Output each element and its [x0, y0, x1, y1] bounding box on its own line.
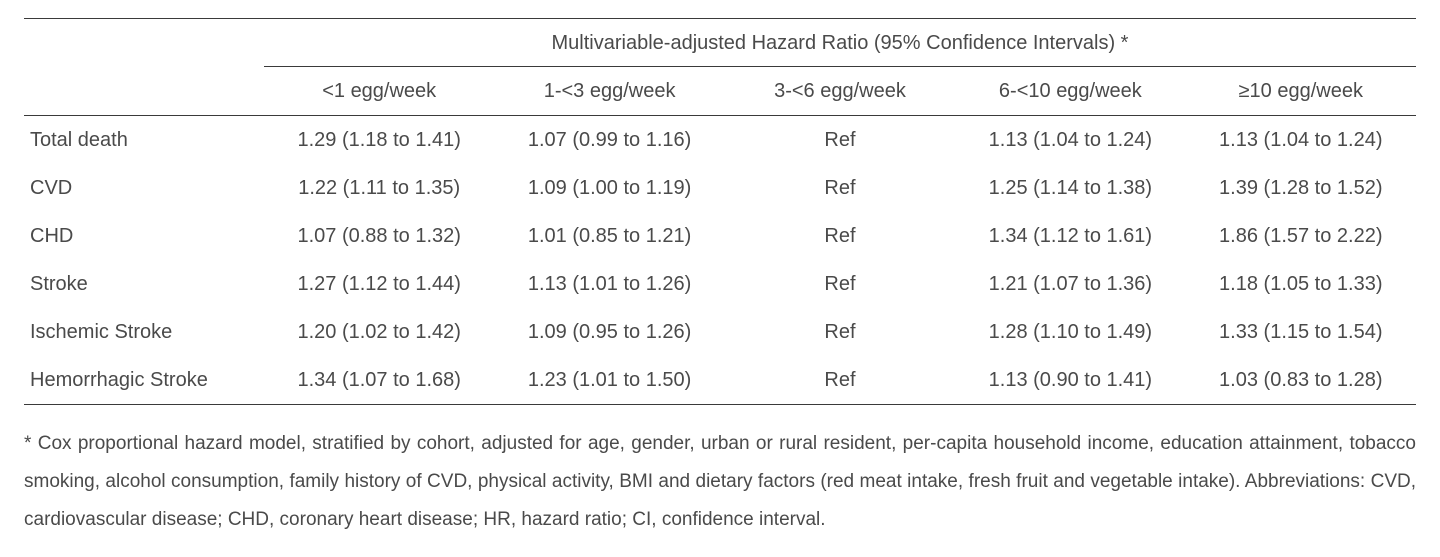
cell: 1.25 (1.14 to 1.38)	[955, 164, 1185, 212]
col-header-blank	[24, 67, 264, 116]
table-container: Multivariable-adjusted Hazard Ratio (95%…	[0, 0, 1440, 557]
table-column-header-row: <1 egg/week 1-<3 egg/week 3-<6 egg/week …	[24, 67, 1416, 116]
cell: 1.28 (1.10 to 1.49)	[955, 308, 1185, 356]
row-label: CHD	[24, 212, 264, 260]
cell: 1.09 (1.00 to 1.19)	[494, 164, 724, 212]
cell: Ref	[725, 260, 955, 308]
table-row: CHD 1.07 (0.88 to 1.32) 1.01 (0.85 to 1.…	[24, 212, 1416, 260]
table-spanner-row: Multivariable-adjusted Hazard Ratio (95%…	[24, 19, 1416, 67]
col-header-1: 1-<3 egg/week	[494, 67, 724, 116]
cell: 1.07 (0.88 to 1.32)	[264, 212, 494, 260]
table-body: Total death 1.29 (1.18 to 1.41) 1.07 (0.…	[24, 116, 1416, 405]
table-row: Stroke 1.27 (1.12 to 1.44) 1.13 (1.01 to…	[24, 260, 1416, 308]
cell: Ref	[725, 356, 955, 405]
col-header-2: 3-<6 egg/week	[725, 67, 955, 116]
cell: 1.39 (1.28 to 1.52)	[1186, 164, 1416, 212]
cell: 1.09 (0.95 to 1.26)	[494, 308, 724, 356]
table-row: Ischemic Stroke 1.20 (1.02 to 1.42) 1.09…	[24, 308, 1416, 356]
cell: 1.27 (1.12 to 1.44)	[264, 260, 494, 308]
cell: 1.13 (1.01 to 1.26)	[494, 260, 724, 308]
spanner-blank	[24, 19, 264, 67]
col-header-4: ≥10 egg/week	[1186, 67, 1416, 116]
cell: 1.23 (1.01 to 1.50)	[494, 356, 724, 405]
row-label: Stroke	[24, 260, 264, 308]
cell: 1.34 (1.12 to 1.61)	[955, 212, 1185, 260]
cell: 1.86 (1.57 to 2.22)	[1186, 212, 1416, 260]
cell: 1.20 (1.02 to 1.42)	[264, 308, 494, 356]
cell: 1.21 (1.07 to 1.36)	[955, 260, 1185, 308]
cell: Ref	[725, 308, 955, 356]
cell: 1.13 (1.04 to 1.24)	[1186, 116, 1416, 165]
table-row: Hemorrhagic Stroke 1.34 (1.07 to 1.68) 1…	[24, 356, 1416, 405]
table-row: Total death 1.29 (1.18 to 1.41) 1.07 (0.…	[24, 116, 1416, 165]
cell: 1.01 (0.85 to 1.21)	[494, 212, 724, 260]
cell: Ref	[725, 212, 955, 260]
cell: Ref	[725, 116, 955, 165]
table-spanner: Multivariable-adjusted Hazard Ratio (95%…	[264, 19, 1416, 67]
cell: 1.22 (1.11 to 1.35)	[264, 164, 494, 212]
col-header-0: <1 egg/week	[264, 67, 494, 116]
cell: 1.07 (0.99 to 1.16)	[494, 116, 724, 165]
table-footnote: * Cox proportional hazard model, stratif…	[24, 405, 1416, 539]
cell: 1.33 (1.15 to 1.54)	[1186, 308, 1416, 356]
cell: 1.29 (1.18 to 1.41)	[264, 116, 494, 165]
cell: 1.03 (0.83 to 1.28)	[1186, 356, 1416, 405]
cell: 1.13 (1.04 to 1.24)	[955, 116, 1185, 165]
cell: 1.13 (0.90 to 1.41)	[955, 356, 1185, 405]
cell: Ref	[725, 164, 955, 212]
row-label: Hemorrhagic Stroke	[24, 356, 264, 405]
hazard-ratio-table: Multivariable-adjusted Hazard Ratio (95%…	[24, 18, 1416, 405]
cell: 1.34 (1.07 to 1.68)	[264, 356, 494, 405]
cell: 1.18 (1.05 to 1.33)	[1186, 260, 1416, 308]
col-header-3: 6-<10 egg/week	[955, 67, 1185, 116]
row-label: CVD	[24, 164, 264, 212]
table-row: CVD 1.22 (1.11 to 1.35) 1.09 (1.00 to 1.…	[24, 164, 1416, 212]
row-label: Ischemic Stroke	[24, 308, 264, 356]
row-label: Total death	[24, 116, 264, 165]
